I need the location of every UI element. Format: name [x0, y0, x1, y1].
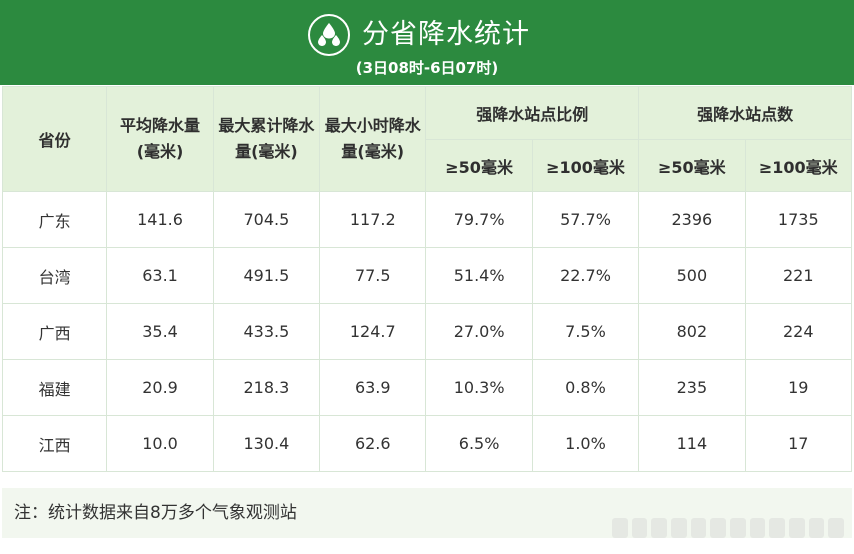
header-count-ge50: ≥50毫米 — [638, 139, 746, 192]
cell-max-hourly: 63.9 — [319, 359, 427, 416]
watermark-block — [828, 518, 845, 538]
cell-province: 广西 — [1, 303, 108, 360]
cell-province: 台湾 — [1, 247, 108, 304]
watermark — [612, 518, 845, 538]
cell-ratio-ge100: 57.7% — [531, 191, 640, 248]
cell-count-ge50: 2396 — [638, 191, 746, 248]
table-row: 福建 20.9 218.3 63.9 10.3% 0.8% 235 19 — [1, 359, 853, 416]
watermark-block — [789, 518, 805, 538]
header-ratio-ge100: ≥100毫米 — [531, 139, 640, 192]
cell-avg: 35.4 — [106, 303, 214, 360]
header-heavy-rain-station-count: 强降水站点数 — [638, 86, 852, 140]
table-row: 江西 10.0 130.4 62.6 6.5% 1.0% 114 17 — [1, 415, 853, 472]
watermark-block — [651, 518, 668, 538]
watermark-block — [612, 518, 628, 538]
table-header-row: 省份 平均降水量(毫米) 最大累计降水量(毫米) 最大小时降水量(毫米) 强降水… — [1, 86, 852, 192]
title-row: 分省降水统计 — [0, 12, 854, 58]
header-max-total-precipitation: 最大累计降水量(毫米) — [212, 86, 321, 192]
watermark-block — [749, 518, 766, 538]
cell-count-ge100: 221 — [744, 247, 853, 304]
cell-ratio-ge100: 1.0% — [531, 415, 640, 472]
cell-max-hourly: 62.6 — [319, 415, 427, 472]
cell-province: 广东 — [1, 191, 108, 248]
cell-max-hourly: 77.5 — [319, 247, 427, 304]
cell-max-total: 433.5 — [212, 303, 321, 360]
header-province: 省份 — [1, 86, 108, 192]
page-title: 分省降水统计 — [362, 19, 530, 50]
cell-max-total: 218.3 — [212, 359, 321, 416]
raindrops-icon — [308, 14, 350, 56]
cell-ratio-ge50: 51.4% — [425, 247, 533, 304]
cell-max-total: 130.4 — [212, 415, 321, 472]
cell-avg: 141.6 — [106, 191, 214, 248]
cell-ratio-ge50: 79.7% — [425, 191, 533, 248]
cell-max-total: 704.5 — [212, 191, 321, 248]
cell-ratio-ge50: 6.5% — [425, 415, 533, 472]
header-max-hourly-precipitation: 最大小时降水量(毫米) — [319, 86, 427, 192]
header-avg-precipitation-label: 平均降水量(毫米) — [120, 116, 201, 161]
watermark-block — [710, 518, 727, 538]
cell-avg: 63.1 — [106, 247, 214, 304]
cell-count-ge100: 19 — [744, 359, 853, 416]
cell-max-hourly: 124.7 — [319, 303, 427, 360]
precipitation-table: 省份 平均降水量(毫米) 最大累计降水量(毫米) 最大小时降水量(毫米) 强降水… — [1, 86, 853, 472]
table-row: 广东 141.6 704.5 117.2 79.7% 57.7% 2396 17… — [1, 191, 853, 248]
header-max-total-label: 最大累计降水量(毫米) — [218, 116, 315, 161]
title-banner: 分省降水统计 (3日08时-6日07时) — [0, 0, 854, 85]
watermark-block — [730, 518, 746, 538]
cell-province: 江西 — [1, 415, 108, 472]
header-ratio-ge50: ≥50毫米 — [425, 139, 533, 192]
cell-avg: 20.9 — [106, 359, 214, 416]
header-heavy-rain-station-ratio: 强降水站点比例 — [425, 86, 640, 140]
cell-province: 福建 — [1, 359, 108, 416]
cell-ratio-ge100: 22.7% — [531, 247, 640, 304]
cell-max-total: 491.5 — [212, 247, 321, 304]
table-row: 广西 35.4 433.5 124.7 27.0% 7.5% 802 224 — [1, 303, 853, 360]
cell-ratio-ge100: 0.8% — [531, 359, 640, 416]
cell-count-ge50: 500 — [638, 247, 746, 304]
table-row: 台湾 63.1 491.5 77.5 51.4% 22.7% 500 221 — [1, 247, 853, 304]
cell-count-ge100: 1735 — [744, 191, 853, 248]
data-source-note: 注：统计数据来自8万多个气象观测站 — [2, 488, 852, 538]
page-subtitle: (3日08时-6日07时) — [355, 59, 499, 77]
cell-count-ge50: 802 — [638, 303, 746, 360]
cell-ratio-ge50: 27.0% — [425, 303, 533, 360]
table-subheader-row: ≥50毫米 ≥100毫米 ≥50毫米 ≥100毫米 — [3, 139, 853, 192]
header-avg-precipitation: 平均降水量(毫米) — [106, 86, 214, 192]
watermark-block — [769, 518, 786, 538]
cell-avg: 10.0 — [106, 415, 214, 472]
cell-count-ge100: 17 — [744, 415, 853, 472]
header-max-hourly-label: 最大小时降水量(毫米) — [324, 116, 421, 161]
cell-count-ge50: 235 — [638, 359, 746, 416]
cell-count-ge50: 114 — [638, 415, 746, 472]
cell-ratio-ge100: 7.5% — [531, 303, 640, 360]
watermark-block — [671, 518, 687, 538]
watermark-block — [808, 518, 825, 538]
cell-count-ge100: 224 — [744, 303, 853, 360]
header-count-ge100: ≥100毫米 — [744, 139, 853, 192]
cell-max-hourly: 117.2 — [319, 191, 427, 248]
cell-ratio-ge50: 10.3% — [425, 359, 533, 416]
watermark-block — [631, 518, 648, 538]
watermark-block — [690, 518, 707, 538]
